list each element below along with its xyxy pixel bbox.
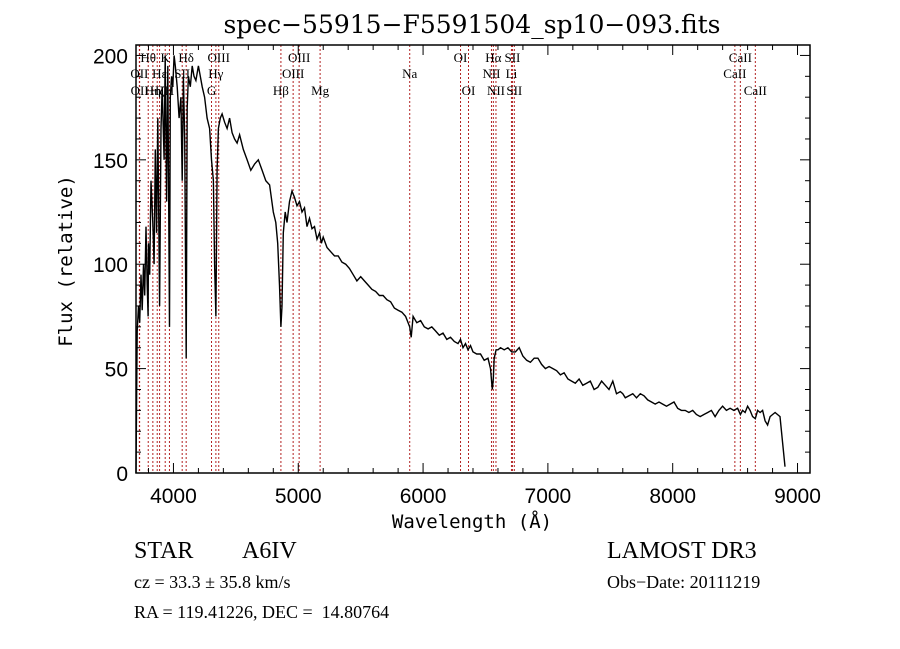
x-tick-label: 8000 xyxy=(649,485,696,508)
line-marker-label: OII xyxy=(130,66,148,81)
line-marker-label: NII xyxy=(487,83,505,98)
y-axis-label: Flux (relative) xyxy=(55,175,77,347)
line-marker-label: Hβ xyxy=(273,83,289,98)
x-axis-label: Wavelength (Å) xyxy=(392,510,552,533)
obs-date-text: Obs−Date: 20111219 xyxy=(607,572,761,592)
line-marker-label: SII xyxy=(504,50,520,65)
line-marker-label: Na xyxy=(402,66,417,81)
line-marker-label: OI xyxy=(454,50,468,65)
line-marker-label: OIII xyxy=(288,50,310,65)
plot-frame xyxy=(135,44,811,474)
line-marker-label: G xyxy=(207,83,216,98)
y-tick-label: 50 xyxy=(105,359,128,382)
chart-title: spec−55915−F5591504_sp10−093.fits xyxy=(223,10,720,39)
line-marker-label: CaII xyxy=(744,83,767,98)
y-tick-label: 100 xyxy=(93,254,128,277)
spectrum-line xyxy=(135,55,786,474)
line-marker-label: OIII xyxy=(282,66,304,81)
line-marker-label: Li xyxy=(506,66,518,81)
line-marker-label: CaII xyxy=(729,50,752,65)
object-subclass: A6IV xyxy=(242,538,297,564)
x-tick-label: 5000 xyxy=(275,485,322,508)
x-tick-label: 7000 xyxy=(525,485,572,508)
line-marker-label: Mg xyxy=(311,83,330,98)
y-tick-label: 200 xyxy=(93,45,128,68)
line-marker-label: SII xyxy=(174,66,190,81)
x-tick-label: 6000 xyxy=(400,485,447,508)
line-marker-label: Hη xyxy=(145,83,161,98)
y-tick-label: 0 xyxy=(116,463,128,486)
line-marker-label: SII xyxy=(506,83,522,98)
line-marker-label: NII xyxy=(482,66,500,81)
line-marker-label: OIII xyxy=(208,50,230,65)
line-marker-label: OII xyxy=(131,83,149,98)
line-marker-label: H xyxy=(165,83,174,98)
redshift-text: cz = 33.3 ± 35.8 km/s xyxy=(134,572,291,592)
y-tick-label: 150 xyxy=(93,150,128,173)
line-marker-label: OI xyxy=(462,83,476,98)
line-marker-label: Hθ xyxy=(140,50,156,65)
line-marker-label: Hε xyxy=(152,66,167,81)
line-marker-label: Hα xyxy=(485,50,501,65)
line-marker-label: Hδ xyxy=(178,50,194,65)
y-axis-ticks: 0 50 100 150 200 xyxy=(93,45,810,486)
x-tick-label: 4000 xyxy=(150,485,197,508)
survey-name: LAMOST DR3 xyxy=(607,538,757,564)
x-axis-ticks: 4000 5000 6000 7000 8000 9000 xyxy=(147,45,821,508)
line-marker-label: Hγ xyxy=(208,66,223,81)
object-class: STAR xyxy=(134,538,194,564)
coordinates-text: RA = 119.41226, DEC = 14.80764 xyxy=(134,602,390,622)
line-markers xyxy=(138,45,756,473)
line-marker-label: CaII xyxy=(723,66,746,81)
x-tick-label: 9000 xyxy=(774,485,821,508)
